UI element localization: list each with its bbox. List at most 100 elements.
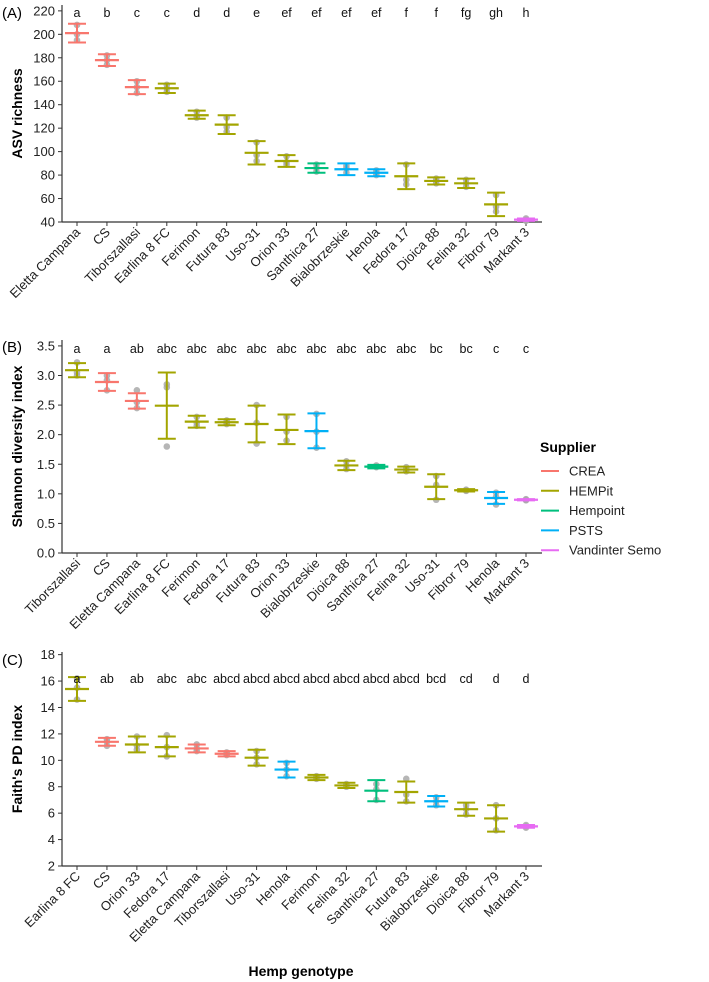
y-tick-label: 0.5 bbox=[37, 516, 55, 531]
y-tick-label: 2.5 bbox=[37, 398, 55, 413]
y-tick-label: 14 bbox=[41, 700, 55, 715]
significance-letter: ef bbox=[281, 6, 292, 20]
y-tick-label: 6 bbox=[48, 806, 55, 821]
y-tick-label: 140 bbox=[33, 97, 55, 112]
panel-c: (C) 2 4 6 8 10 12 14 16 18 Faith's PD index Earlina… bbox=[2, 647, 542, 945]
legend-label: Hempoint bbox=[569, 503, 625, 518]
legend: Supplier CREA HEMPit Hempoint PSTS Vandinter… bbox=[540, 439, 661, 558]
x-tick-label: Tiborszallasi bbox=[22, 555, 83, 616]
y-tick-label: 3.0 bbox=[37, 368, 55, 383]
y-tick-label: 200 bbox=[33, 27, 55, 42]
y-tick-label: 8 bbox=[48, 779, 55, 794]
significance-letter: abc bbox=[276, 342, 296, 356]
y-axis-label: Shannon diversity index bbox=[9, 365, 25, 527]
significance-letter: d bbox=[523, 672, 530, 686]
y-tick-label: 160 bbox=[33, 74, 55, 89]
x-tick-label: CS bbox=[90, 868, 114, 892]
x-tick-label: Earlina 8 FC bbox=[21, 869, 83, 931]
significance-letter: b bbox=[103, 6, 110, 20]
y-tick-label: 16 bbox=[41, 674, 55, 689]
significance-letter: a bbox=[74, 6, 81, 20]
y-tick-label: 12 bbox=[41, 726, 55, 741]
significance-letter: d bbox=[193, 6, 200, 20]
panel-label: (C) bbox=[2, 652, 23, 669]
y-tick-label: 1.5 bbox=[37, 457, 55, 472]
y-tick-label: 0.0 bbox=[37, 546, 55, 561]
significance-letter: ef bbox=[341, 6, 352, 20]
significance-letter: ef bbox=[311, 6, 322, 20]
significance-letter: gh bbox=[489, 6, 503, 20]
significance-letter: abcd bbox=[363, 672, 390, 686]
data-point bbox=[133, 386, 141, 394]
legend-label: CREA bbox=[569, 464, 605, 479]
y-tick-label: 10 bbox=[41, 753, 55, 768]
significance-letter: abcd bbox=[333, 672, 360, 686]
x-tick-label: Eletta Campana bbox=[7, 224, 84, 301]
significance-letter: c bbox=[523, 342, 529, 356]
significance-letter: abcd bbox=[273, 672, 300, 686]
y-tick-label: 2 bbox=[48, 859, 55, 874]
y-tick-label: 40 bbox=[41, 215, 55, 230]
significance-letter: ab bbox=[130, 672, 144, 686]
significance-letter: cd bbox=[460, 672, 473, 686]
significance-letter: ef bbox=[371, 6, 382, 20]
y-tick-label: 120 bbox=[33, 121, 55, 136]
panel-b: (B) 0.0 0.5 1.0 1.5 2.0 2.5 3.0 3.5 Shannon diver… bbox=[2, 338, 542, 632]
significance-letter: h bbox=[523, 6, 530, 20]
panel-label: (A) bbox=[2, 5, 22, 22]
significance-letter: ab bbox=[130, 342, 144, 356]
significance-letter: bc bbox=[430, 342, 443, 356]
significance-letter: f bbox=[405, 6, 409, 20]
significance-letter: c bbox=[134, 6, 140, 20]
significance-letter: c bbox=[164, 6, 170, 20]
y-tick-label: 180 bbox=[33, 50, 55, 65]
significance-letter: a bbox=[74, 672, 81, 686]
significance-letter: d bbox=[493, 672, 500, 686]
significance-letter: abc bbox=[396, 342, 416, 356]
y-axis-label: ASV richness bbox=[9, 68, 25, 158]
y-tick-label: 80 bbox=[41, 168, 55, 183]
legend-label: Vandinter Semo bbox=[569, 543, 661, 558]
significance-letter: abc bbox=[247, 342, 267, 356]
significance-letter: abc bbox=[217, 342, 237, 356]
significance-letter: fg bbox=[461, 6, 471, 20]
y-tick-label: 2.0 bbox=[37, 427, 55, 442]
significance-letter: c bbox=[493, 342, 499, 356]
significance-letter: e bbox=[253, 6, 260, 20]
significance-letter: f bbox=[434, 6, 438, 20]
y-tick-label: 4 bbox=[48, 832, 55, 847]
significance-letter: abc bbox=[306, 342, 326, 356]
x-tick-label: CS bbox=[90, 224, 114, 248]
data-point bbox=[163, 443, 171, 450]
legend-title: Supplier bbox=[540, 439, 597, 455]
significance-letter: abcd bbox=[303, 672, 330, 686]
y-tick-label: 60 bbox=[41, 191, 55, 206]
y-tick-label: 18 bbox=[41, 647, 55, 662]
significance-letter: ab bbox=[100, 672, 114, 686]
significance-letter: abc bbox=[157, 672, 177, 686]
significance-letter: abc bbox=[187, 342, 207, 356]
significance-letter: a bbox=[103, 342, 110, 356]
x-tick-label: CS bbox=[90, 555, 114, 579]
significance-letter: a bbox=[74, 342, 81, 356]
panel-label: (B) bbox=[2, 339, 22, 356]
significance-letter: abcd bbox=[213, 672, 240, 686]
y-tick-label: 220 bbox=[33, 3, 55, 18]
legend-label: PSTS bbox=[569, 523, 603, 538]
significance-letter: d bbox=[223, 6, 230, 20]
y-axis-label: Faith's PD index bbox=[9, 705, 25, 814]
y-tick-label: 1.0 bbox=[37, 486, 55, 501]
significance-letter: abc bbox=[157, 342, 177, 356]
legend-label: HEMPit bbox=[569, 483, 613, 498]
significance-letter: abcd bbox=[393, 672, 420, 686]
significance-letter: bc bbox=[460, 342, 473, 356]
y-tick-label: 3.5 bbox=[37, 338, 55, 353]
significance-letter: bcd bbox=[426, 672, 446, 686]
significance-letter: abc bbox=[366, 342, 386, 356]
significance-letter: abcd bbox=[243, 672, 270, 686]
significance-letter: abc bbox=[187, 672, 207, 686]
x-axis-label: Hemp genotype bbox=[248, 963, 353, 979]
significance-letter: abc bbox=[336, 342, 356, 356]
panel-a: (A) 40 60 80 100 120 140 160 180 200 220 ASV richne… bbox=[2, 3, 542, 301]
